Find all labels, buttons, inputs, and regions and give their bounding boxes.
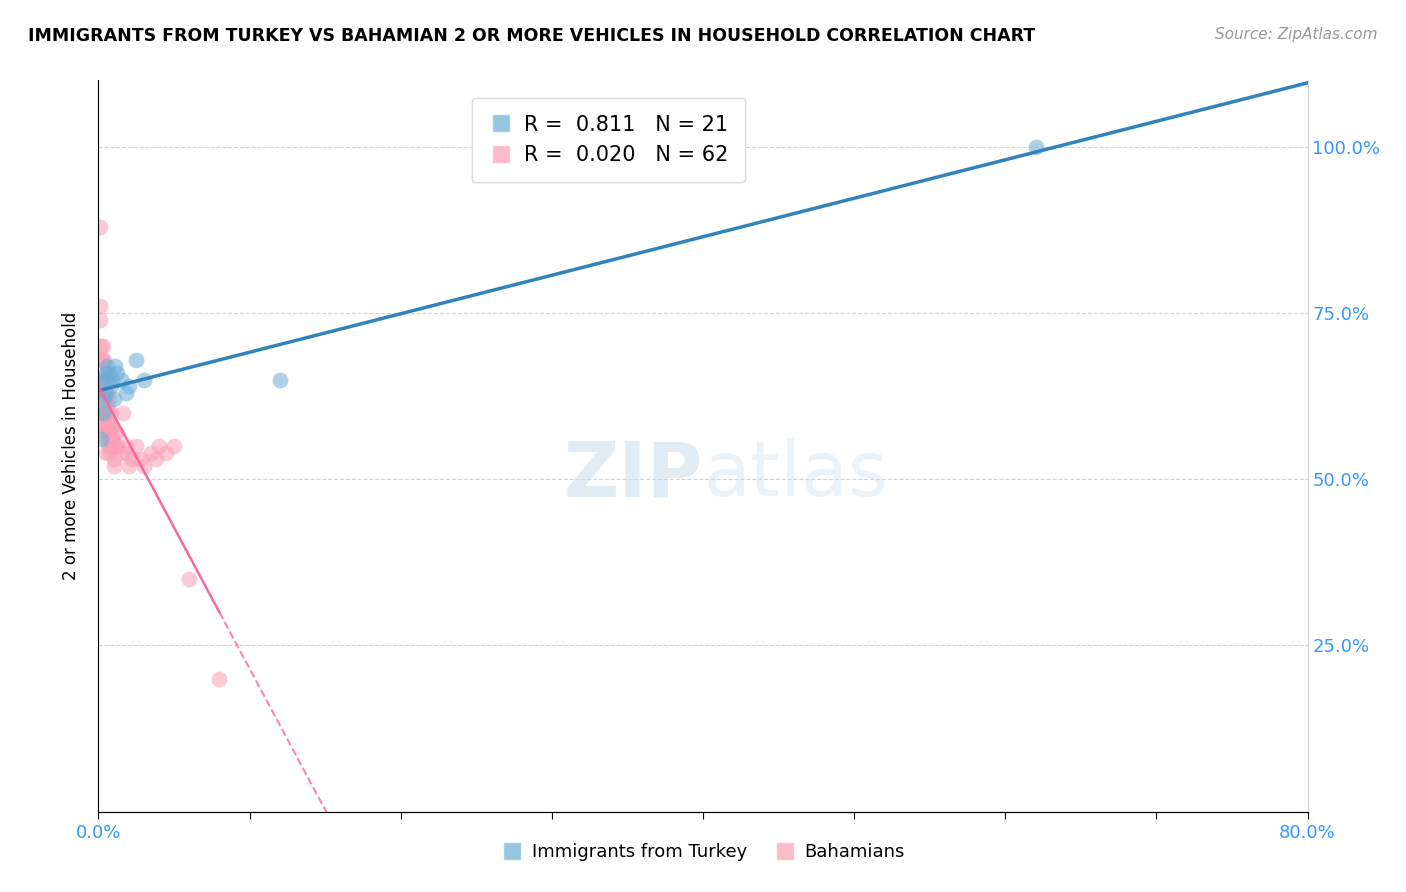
Point: [100, 379, 122, 393]
Point: [94, 433, 117, 447]
Point: [98, 406, 121, 420]
Point: [110, 372, 132, 386]
Point: [98, 433, 121, 447]
Point: [121, 452, 143, 467]
Point: [93, 392, 115, 407]
Point: [179, 572, 201, 586]
Point: [208, 672, 231, 686]
Point: [94, 385, 117, 400]
Point: [100, 406, 122, 420]
Point: [101, 419, 124, 434]
Point: [90, 372, 112, 386]
Point: [118, 458, 141, 473]
Point: [96, 425, 118, 440]
Text: Source: ZipAtlas.com: Source: ZipAtlas.com: [1215, 27, 1378, 42]
Point: [104, 439, 127, 453]
Point: [89, 299, 111, 313]
Point: [141, 445, 163, 459]
Point: [91, 339, 114, 353]
Point: [114, 385, 136, 400]
Point: [90, 433, 112, 447]
Point: [100, 433, 122, 447]
Point: [118, 379, 141, 393]
Point: [91, 392, 114, 407]
Point: [91, 352, 114, 367]
Point: [94, 385, 117, 400]
Point: [132, 372, 155, 386]
Point: [90, 406, 112, 420]
Point: [94, 406, 117, 420]
Point: [125, 439, 148, 453]
Point: [89, 219, 111, 234]
Point: [93, 392, 115, 407]
Point: [105, 425, 128, 440]
Point: [91, 406, 114, 420]
Point: [103, 452, 125, 467]
Point: [94, 366, 117, 380]
Point: [90, 352, 112, 367]
Point: [96, 379, 118, 393]
Point: [96, 399, 118, 413]
Point: [96, 372, 118, 386]
Point: [103, 458, 125, 473]
Point: [94, 419, 117, 434]
Point: [93, 372, 115, 386]
Legend: Immigrants from Turkey, Bahamians: Immigrants from Turkey, Bahamians: [488, 830, 918, 874]
Point: [90, 339, 112, 353]
Point: [115, 445, 138, 459]
Point: [148, 439, 170, 453]
Point: [101, 433, 124, 447]
Point: [93, 352, 115, 367]
Point: [110, 445, 132, 459]
Point: [98, 366, 121, 380]
Point: [91, 419, 114, 434]
Point: [89, 312, 111, 326]
Point: [93, 406, 115, 420]
Point: [103, 425, 125, 440]
Y-axis label: 2 or more Vehicles in Household: 2 or more Vehicles in Household: [62, 312, 80, 580]
Point: [101, 372, 124, 386]
Text: atlas: atlas: [703, 438, 887, 512]
Point: [269, 372, 291, 386]
Point: [94, 445, 117, 459]
Point: [93, 419, 115, 434]
Point: [105, 366, 128, 380]
Point: [145, 452, 167, 467]
Point: [98, 439, 121, 453]
Point: [91, 406, 114, 420]
Point: [107, 439, 129, 453]
Point: [104, 359, 127, 374]
Point: [91, 372, 114, 386]
Point: [96, 412, 118, 426]
Point: [93, 372, 115, 386]
Point: [132, 458, 155, 473]
Point: [96, 359, 118, 374]
Text: ZIP: ZIP: [564, 438, 703, 512]
Point: [114, 439, 136, 453]
Point: [98, 445, 121, 459]
Point: [129, 452, 152, 467]
Text: IMMIGRANTS FROM TURKEY VS BAHAMIAN 2 OR MORE VEHICLES IN HOUSEHOLD CORRELATION C: IMMIGRANTS FROM TURKEY VS BAHAMIAN 2 OR …: [28, 27, 1035, 45]
Point: [125, 352, 148, 367]
Point: [98, 392, 121, 407]
Point: [94, 366, 117, 380]
Point: [163, 439, 186, 453]
Legend: R =  0.811   N = 21, R =  0.020   N = 62: R = 0.811 N = 21, R = 0.020 N = 62: [471, 98, 745, 182]
Point: [1024, 140, 1046, 154]
Point: [103, 392, 125, 407]
Point: [103, 439, 125, 453]
Point: [155, 445, 177, 459]
Point: [111, 406, 134, 420]
Point: [98, 419, 121, 434]
Point: [100, 419, 122, 434]
